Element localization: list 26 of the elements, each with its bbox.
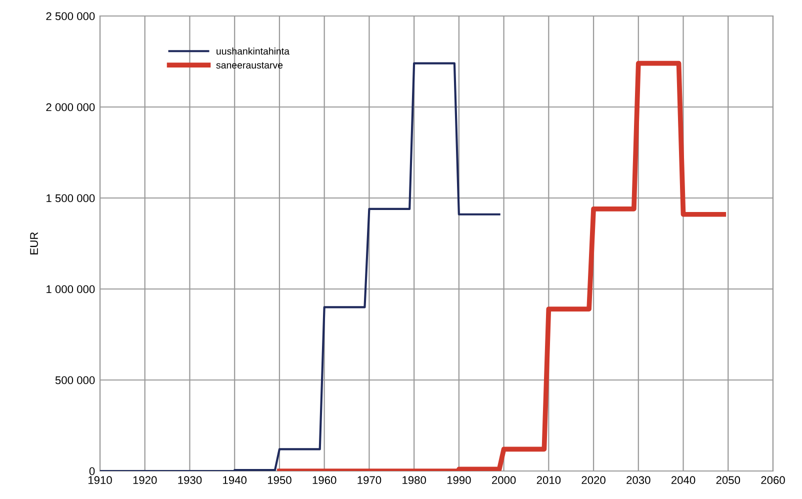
x-tick-label: 2020 [582,476,606,484]
y-tick-label: 2 000 000 [46,103,95,112]
x-tick-label: 1990 [447,476,471,484]
x-tick-label: 1940 [223,476,247,484]
y-tick-label: 1 500 000 [46,194,95,202]
y-tick-label: 500 000 [55,376,95,384]
x-tick-label: 2060 [761,476,785,484]
y-tick-label: 2 500 000 [46,12,95,20]
x-tick-label: 1980 [402,476,426,484]
x-tick-label: 2040 [671,476,696,484]
x-tick-label: 2030 [626,476,650,484]
x-tick-label: 1960 [312,476,336,484]
x-tick-label: 2010 [536,476,561,484]
legend-label: uushankintahinta [216,48,290,55]
x-tick-label: 2050 [716,476,740,484]
y-axis-title: EUR [30,232,38,254]
line-series [100,62,500,471]
x-tick-label: 1910 [88,476,112,484]
x-tick-label: 2000 [492,476,516,484]
legend-label: saneeraustarve [216,62,283,69]
x-tick-label: 1930 [178,476,202,484]
y-tick-label: 1 000 000 [46,285,95,294]
x-tick-label: 1970 [358,476,382,484]
x-tick-label: 1920 [133,476,157,484]
x-tick-label: 1950 [268,476,292,484]
y-tick-label: 0 [89,467,95,476]
